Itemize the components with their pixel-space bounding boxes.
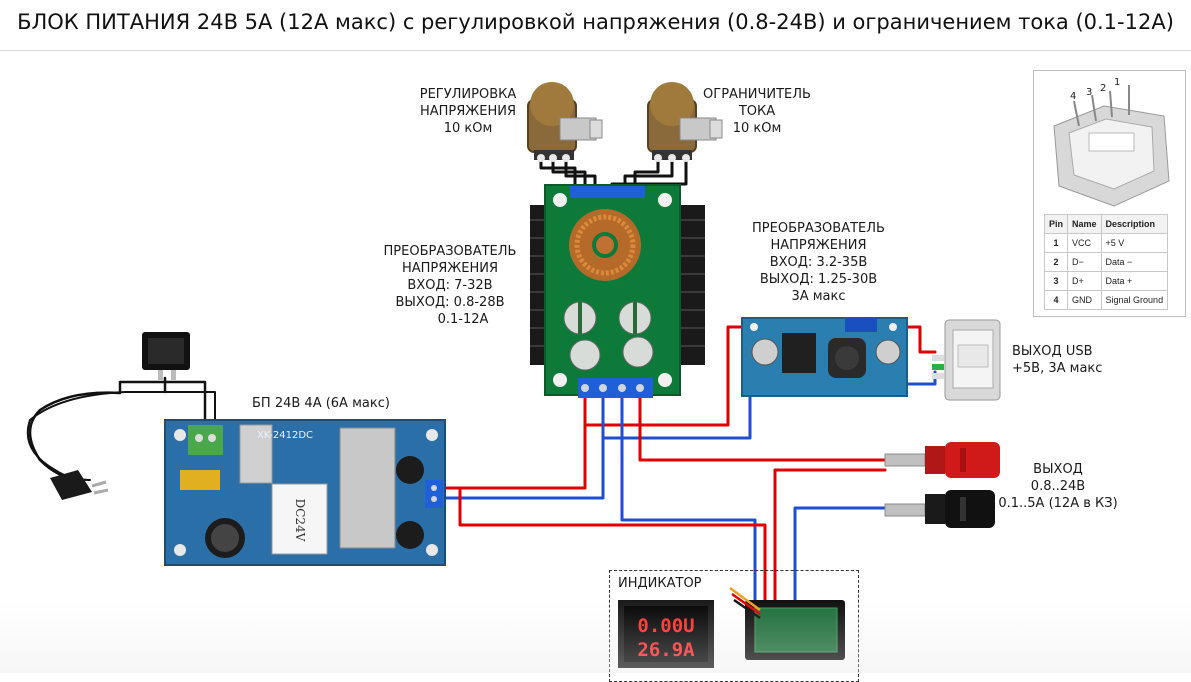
conv-out-to-buck-red — [583, 325, 748, 427]
jack-red-to-indicator — [773, 468, 887, 614]
usb-port-component — [932, 319, 1001, 401]
pot-current-wire-1 — [633, 160, 660, 194]
table-row: 1 VCC +5 V — [1043, 233, 1169, 253]
indicator-display-photo: 0.00U 26.9A — [618, 600, 714, 668]
conv-out-to-buck-blue — [601, 382, 752, 440]
usb-output-label: ВЫХОД USB +5В, 3А макс — [1012, 344, 1103, 376]
mains-plug — [50, 470, 109, 500]
psu-board-label: XK-2412DC — [257, 430, 313, 441]
header-pin: Pin — [1043, 214, 1069, 234]
psu-transformer-label: DC24V — [293, 499, 307, 542]
psu-to-conv-blue — [438, 396, 605, 500]
title-divider — [0, 50, 1191, 51]
conv-out-to-indicator-blue — [620, 396, 757, 620]
pot-voltage-wire-2 — [551, 160, 587, 194]
header-name: Name — [1067, 214, 1102, 234]
table-row: 3 D+ Data + — [1043, 271, 1169, 291]
display-bottom-readout: 26.9A — [637, 639, 695, 661]
psu-label: БП 24В 4А (6А макс) — [252, 396, 390, 411]
indicator-label: ИНДИКАТОР — [618, 576, 702, 591]
table-row: 2 D− Data − — [1043, 252, 1169, 272]
psu-board: DC24V XK-2412DC — [164, 419, 446, 566]
usb-connector-photo: 4 3 2 1 — [1053, 77, 1170, 207]
output-label: ВЫХОД 0.8..24В 0.1..5А (12А в КЗ) — [998, 462, 1118, 511]
conv-out-to-jack-red — [638, 396, 887, 462]
pot-voltage-wire-1 — [539, 160, 577, 194]
buck-converter-board — [741, 317, 908, 397]
usb-pin-number-4: 4 — [1070, 91, 1076, 102]
jack-black-to-indicator — [793, 506, 887, 620]
main-converter-board — [530, 184, 705, 398]
usb-pinout-table: Pin Name Description 1 VCC +5 V 2 D− Dat… — [1043, 214, 1169, 310]
buck-converter-label: ПРЕОБРАЗОВАТЕЛЬ НАПРЯЖЕНИЯ ВХОД: 3.2-35В… — [752, 221, 885, 304]
output-jack-black — [884, 490, 995, 528]
pot-voltage-component — [527, 82, 603, 162]
psu-red-to-indicator — [438, 486, 767, 614]
usb-pin-number-1: 1 — [1114, 77, 1120, 88]
table-header-row: Pin Name Description — [1043, 214, 1169, 234]
header-description: Description — [1100, 214, 1169, 234]
pot-current-label: ОГРАНИЧИТЕЛЬ ТОКА 10 кОм — [703, 87, 811, 136]
pot-voltage-label: РЕГУЛИРОВКА НАПРЯЖЕНИЯ 10 кОм — [419, 87, 517, 136]
output-jack-red — [884, 442, 1000, 478]
psu-to-conv-red — [438, 396, 587, 490]
usb-pin-number-3: 3 — [1086, 87, 1092, 98]
rocker-switch — [142, 332, 190, 380]
page-title: БЛОК ПИТАНИЯ 24В 5А (12А макс) с регулир… — [17, 10, 1174, 34]
display-top-readout: 0.00U — [637, 615, 694, 637]
indicator-module — [729, 586, 845, 660]
pot-current-component — [647, 82, 723, 162]
usb-pin-number-2: 2 — [1100, 83, 1106, 94]
table-row: 4 GND Signal Ground — [1043, 290, 1169, 310]
main-converter-label: ПРЕОБРАЗОВАТЕЛЬ НАПРЯЖЕНИЯ ВХОД: 7-32В В… — [383, 244, 517, 327]
